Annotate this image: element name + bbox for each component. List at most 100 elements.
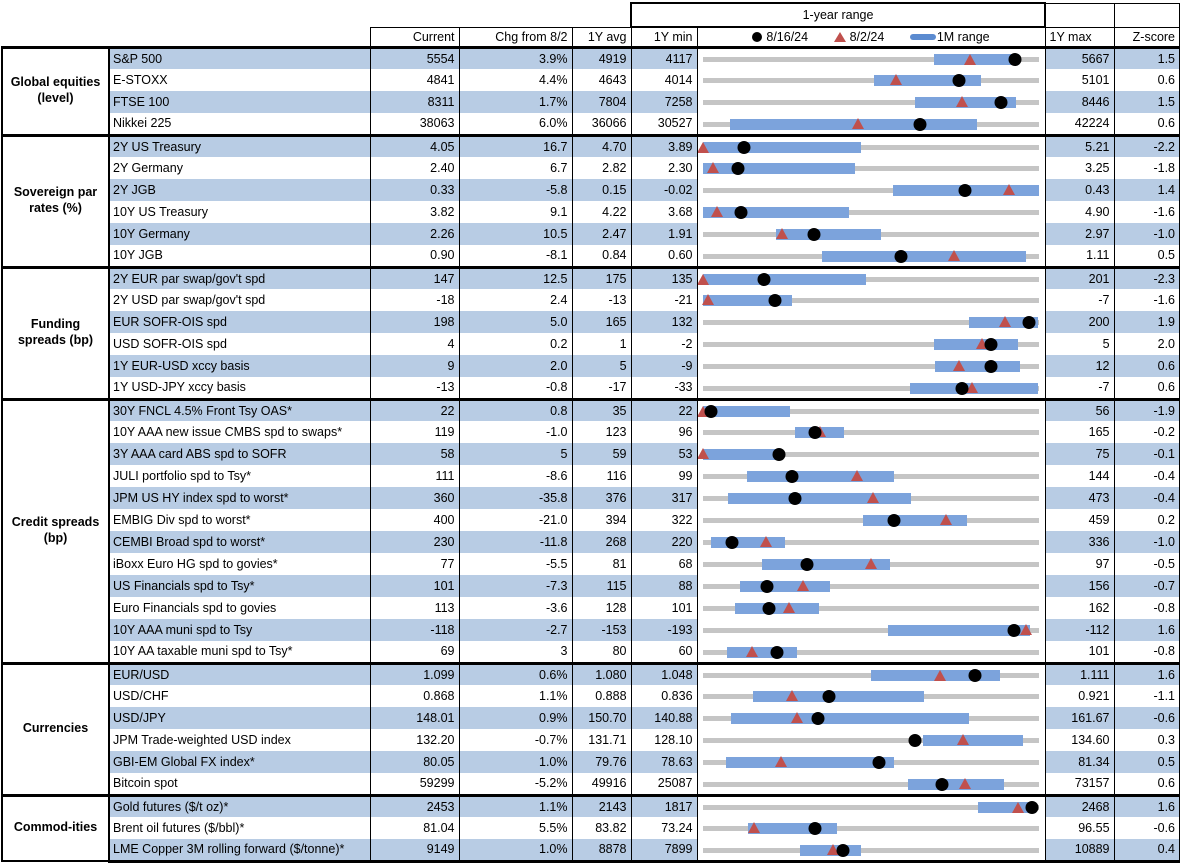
current-value: 4841 (369, 69, 460, 91)
zscore-value: -1.6 (1113, 201, 1180, 223)
table-row: EUR SOFR-OIS spd 198 5.0 165 132 200 1.9 (2, 311, 1180, 333)
aug16-dot-marker (836, 843, 850, 857)
range-chart (696, 553, 1046, 575)
table-row: 3Y AAA card ABS spd to SOFR 58 5 59 53 75 -0.1 (2, 443, 1180, 465)
legend-item-current: 8/16/24 (752, 30, 808, 44)
aug2-triangle-marker (745, 646, 758, 657)
current-value: 59299 (369, 773, 460, 795)
aug16-dot-marker (1022, 315, 1036, 329)
max-value: 2468 (1044, 793, 1115, 817)
section-5: Commod-ities Gold futures ($/t oz)* 2453 1.… (1, 793, 1180, 863)
min-value: -2 (630, 333, 698, 355)
min-value: 60 (630, 641, 698, 663)
one-month-range-bar (702, 294, 792, 306)
chg-value: 4.4% (458, 69, 573, 91)
aug2-triangle-marker (698, 405, 709, 417)
max-value: 473 (1044, 487, 1115, 509)
chg-value: 16.7 (458, 133, 573, 157)
col-header-chg: Chg from 8/2 (458, 26, 573, 48)
range-chart (696, 113, 1046, 135)
max-value: 5667 (1044, 45, 1115, 69)
chg-value: -0.7% (458, 729, 573, 751)
aug16-dot-marker (811, 711, 825, 725)
aug2-triangle-marker (776, 228, 789, 239)
instrument-name: Euro Financials spd to govies (108, 597, 371, 619)
max-value: 144 (1044, 465, 1115, 487)
instrument-name: USD SOFR-OIS spd (108, 333, 371, 355)
range-chart (696, 245, 1046, 267)
chg-value: -8.6 (458, 465, 573, 487)
range-chart (696, 421, 1046, 443)
min-value: 317 (630, 487, 698, 509)
aug2-triangle-marker (774, 756, 787, 767)
avg-value: 115 (571, 575, 632, 597)
chg-value: 2.0 (458, 355, 573, 377)
instrument-name: 1Y USD-JPY xccy basis (108, 377, 371, 399)
min-value: 101 (630, 597, 698, 619)
zscore-value: -1.1 (1113, 685, 1180, 707)
min-value: 220 (630, 531, 698, 553)
range-track (702, 145, 1040, 150)
avg-value: 36066 (571, 113, 632, 135)
chg-value: 1.0% (458, 751, 573, 773)
current-value: 3.82 (369, 201, 460, 223)
aug16-dot-marker (737, 141, 751, 154)
aug16-dot-marker (872, 755, 886, 769)
chg-value: -0.8 (458, 377, 573, 399)
col-header-avg: 1Y avg (571, 26, 632, 48)
max-value: 97 (1044, 553, 1115, 575)
aug16-dot-marker (800, 557, 814, 571)
min-value: 1.91 (630, 223, 698, 245)
range-track (702, 539, 1040, 545)
table-row: JPM US HY index spd to worst* 360 -35.8 376… (2, 487, 1180, 509)
instrument-name: 10Y Germany (108, 223, 371, 245)
aug2-triangle-marker (698, 141, 709, 153)
aug16-dot-marker (731, 161, 745, 175)
aug2-triangle-marker (710, 206, 723, 217)
range-chart (696, 157, 1046, 179)
zscore-value: 1.4 (1113, 179, 1180, 201)
range-chart (696, 397, 1046, 421)
chg-value: 1.0% (458, 839, 573, 863)
range-track (702, 385, 1040, 391)
zscore-value: 0.2 (1113, 509, 1180, 531)
range-chart (696, 619, 1046, 641)
one-month-range-bar (726, 756, 894, 768)
chg-value: 10.5 (458, 223, 573, 245)
zscore-value: -1.0 (1113, 223, 1180, 245)
instrument-name: 2Y JGB (108, 179, 371, 201)
aug2-triangle-marker (707, 162, 720, 173)
zscore-value: -1.6 (1113, 289, 1180, 311)
zscore-value: -2.2 (1113, 133, 1180, 157)
chg-value: -8.1 (458, 245, 573, 267)
one-month-range-bar (753, 690, 925, 702)
zscore-value: 1.6 (1113, 661, 1180, 685)
table-row: 2Y USD par swap/gov't spd -18 2.4 -13 -21 -7-… (2, 289, 1180, 311)
current-value: 8311 (369, 91, 460, 113)
zscore-value: 1.6 (1113, 619, 1180, 641)
section-0: Global equities (level) S&P 500 5554 3.9% 49… (1, 45, 1180, 136)
aug16-dot-marker (734, 205, 748, 219)
range-chart (696, 201, 1046, 223)
current-value: -13 (369, 377, 460, 399)
avg-value: 79.76 (571, 751, 632, 773)
instrument-name: 2Y USD par swap/gov't spd (108, 289, 371, 311)
max-value: 75 (1044, 443, 1115, 465)
aug2-triangle-marker (959, 778, 972, 789)
aug2-triangle-marker (975, 338, 988, 349)
one-month-range-bar (746, 470, 895, 482)
chg-value: 0.8 (458, 397, 573, 421)
zscore-value: -1.0 (1113, 531, 1180, 553)
chg-value: 5.0 (458, 311, 573, 333)
instrument-name: Brent oil futures ($/bbl)* (108, 817, 371, 839)
chg-value: -21.0 (458, 509, 573, 531)
min-value: -9 (630, 355, 698, 377)
range-track (702, 673, 1040, 678)
avg-value: 4643 (571, 69, 632, 91)
max-value: 1.11 (1044, 245, 1115, 267)
chg-value: -11.8 (458, 531, 573, 553)
max-value: 12 (1044, 355, 1115, 377)
instrument-name: 10Y AAA new issue CMBS spd to swaps* (108, 421, 371, 443)
one-month-range-bar (702, 406, 790, 417)
group-label: Sovereign par rates (%) (1, 133, 110, 268)
